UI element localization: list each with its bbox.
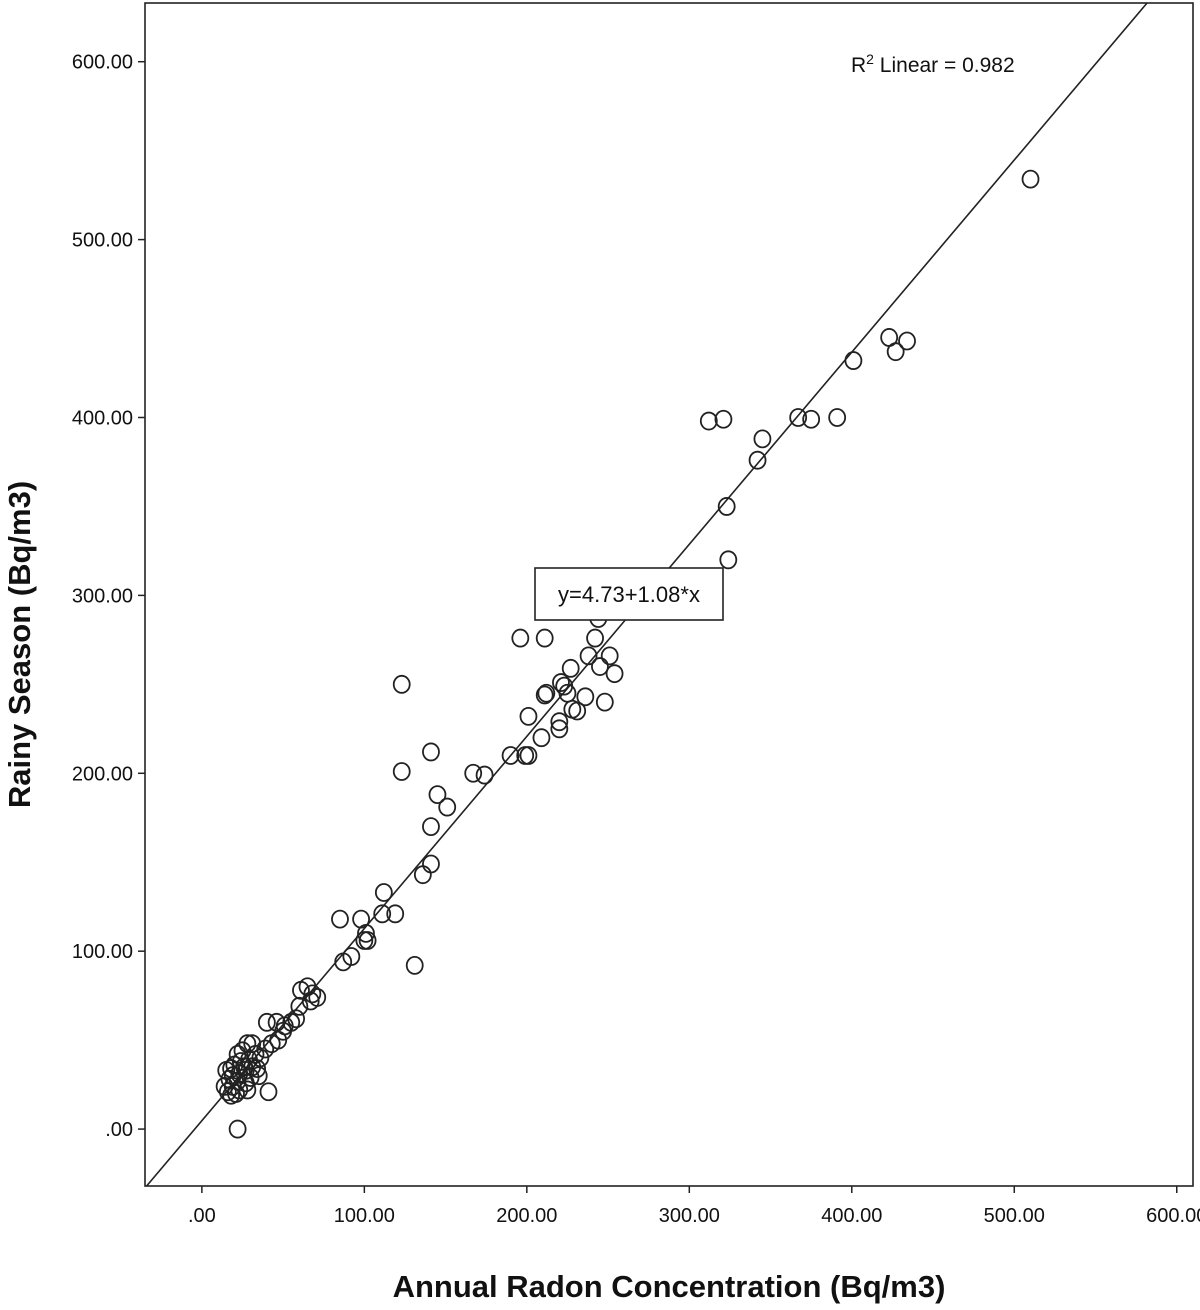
data-point bbox=[259, 1082, 278, 1102]
y-tick-label: 500.00 bbox=[72, 230, 133, 252]
data-point bbox=[438, 797, 457, 817]
data-point bbox=[303, 984, 322, 1004]
data-point bbox=[301, 991, 320, 1011]
data-point bbox=[475, 765, 494, 785]
data-point bbox=[717, 497, 736, 516]
y-axis-title: Rainy Season (Bq/m3) bbox=[2, 481, 37, 808]
data-point bbox=[257, 1012, 276, 1032]
data-point bbox=[898, 331, 916, 351]
x-tick-label: 600.00 bbox=[1146, 1205, 1200, 1227]
data-point bbox=[422, 742, 440, 762]
data-point bbox=[576, 687, 595, 707]
data-point bbox=[535, 685, 554, 705]
y-axis-ticks: .00 100.00 200.00 300.00 400.00 500.00 600.00 bbox=[72, 52, 145, 1141]
data-point bbox=[290, 996, 309, 1016]
equation-label: y=4.73+1.08*x bbox=[558, 582, 700, 607]
x-tick-label: 500.00 bbox=[984, 1205, 1045, 1227]
x-tick-label: 300.00 bbox=[659, 1205, 720, 1227]
data-point bbox=[405, 956, 424, 975]
data-point bbox=[238, 1080, 257, 1100]
data-point bbox=[844, 351, 863, 370]
data-point bbox=[550, 712, 569, 732]
plot-frame bbox=[144, 2, 1194, 1187]
equation-box: y=4.73+1.08*x bbox=[534, 567, 724, 621]
data-points bbox=[215, 169, 1040, 1139]
data-point bbox=[1021, 169, 1040, 189]
data-point bbox=[552, 673, 570, 692]
data-point bbox=[600, 646, 619, 666]
data-point bbox=[519, 706, 538, 726]
data-point bbox=[719, 550, 738, 570]
data-point bbox=[595, 692, 614, 712]
data-point bbox=[511, 628, 530, 648]
data-point bbox=[532, 728, 551, 748]
data-point bbox=[789, 408, 808, 427]
y-tick-label: .00 bbox=[105, 1119, 133, 1141]
data-point bbox=[241, 1068, 260, 1087]
data-point bbox=[256, 1039, 275, 1059]
x-axis-title: Annual Radon Concentration (Bq/m3) bbox=[393, 1269, 946, 1304]
data-point bbox=[519, 746, 538, 765]
y-tick-label: 100.00 bbox=[72, 941, 133, 963]
data-point bbox=[422, 817, 440, 837]
data-point bbox=[218, 1082, 237, 1102]
data-point bbox=[413, 865, 432, 885]
data-point bbox=[428, 785, 447, 805]
data-point bbox=[392, 674, 411, 694]
r2-prefix: R bbox=[851, 54, 866, 77]
y-tick-label: 400.00 bbox=[72, 407, 133, 429]
data-point bbox=[568, 701, 587, 721]
data-point bbox=[228, 1119, 247, 1139]
data-point bbox=[550, 719, 569, 739]
data-point bbox=[357, 923, 375, 943]
y-tick-label: 200.00 bbox=[72, 763, 133, 785]
data-point bbox=[374, 883, 393, 902]
plot-area bbox=[145, 2, 1148, 1187]
data-point bbox=[886, 342, 905, 362]
data-point bbox=[227, 1084, 245, 1103]
data-point bbox=[373, 904, 392, 924]
data-point bbox=[464, 763, 483, 783]
data-point bbox=[802, 409, 821, 429]
data-point bbox=[714, 409, 733, 429]
data-point bbox=[535, 628, 554, 648]
equation-box-frame bbox=[534, 567, 724, 621]
data-point bbox=[828, 408, 847, 427]
r2-annotation: R2 Linear = 0.982 bbox=[851, 51, 1015, 77]
data-point bbox=[249, 1066, 268, 1086]
x-axis-ticks: .00 100.00 200.00 300.00 400.00 500.00 600.00 bbox=[188, 1186, 1200, 1227]
data-point bbox=[501, 746, 520, 765]
r2-superscript: 2 bbox=[866, 51, 874, 67]
x-tick-label: .00 bbox=[188, 1205, 216, 1227]
data-point bbox=[591, 657, 609, 676]
data-point bbox=[753, 429, 772, 449]
data-point bbox=[331, 909, 349, 929]
x-tick-label: 200.00 bbox=[496, 1205, 557, 1227]
data-point bbox=[699, 411, 718, 431]
y-tick-label: 300.00 bbox=[72, 585, 133, 607]
data-point bbox=[579, 646, 598, 666]
data-point bbox=[605, 664, 624, 684]
data-point bbox=[561, 658, 580, 678]
data-point bbox=[392, 762, 411, 781]
data-point bbox=[386, 904, 405, 924]
data-point bbox=[422, 854, 440, 874]
data-point bbox=[355, 931, 374, 950]
y-tick-label: 600.00 bbox=[72, 52, 133, 74]
x-tick-label: 100.00 bbox=[334, 1205, 395, 1227]
data-point bbox=[586, 628, 604, 648]
data-point bbox=[748, 450, 767, 470]
data-point bbox=[334, 952, 353, 972]
r2-suffix: Linear = 0.982 bbox=[874, 54, 1015, 77]
x-tick-label: 400.00 bbox=[821, 1205, 882, 1227]
data-point bbox=[274, 1021, 293, 1041]
data-point bbox=[537, 683, 556, 703]
